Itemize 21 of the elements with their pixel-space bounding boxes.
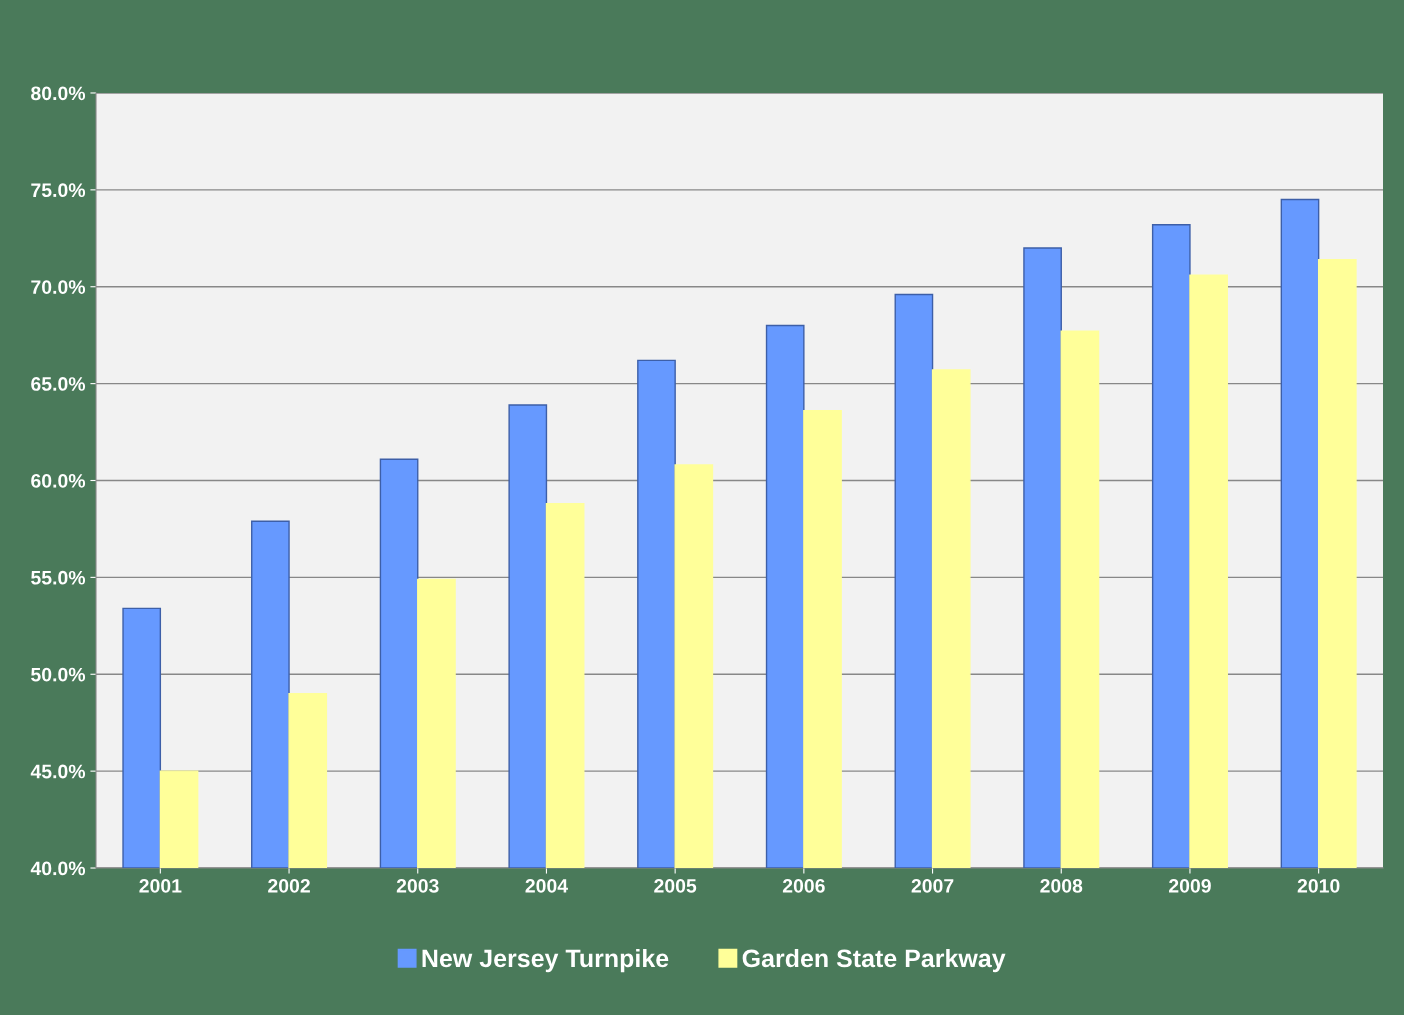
x-tick-label: 2008	[1040, 878, 1083, 893]
y-tick-label: 80.0%	[31, 86, 86, 101]
y-tick-label: 60.0%	[31, 473, 86, 488]
x-tick-label: 2001	[139, 878, 182, 893]
x-tick-label: 2009	[1169, 878, 1211, 893]
y-tick-label: 45.0%	[30, 764, 86, 779]
legend-label: New Jersey Turnpike	[422, 948, 669, 973]
y-tick-label: 70.0%	[31, 280, 86, 294]
x-tick-label: 2010	[1297, 878, 1340, 893]
y-tick-label: 55.0%	[31, 570, 86, 585]
y-tick-label: 40.0%	[30, 861, 86, 876]
x-tick-label: 2007	[911, 878, 954, 893]
legend-label: Garden State Parkway	[742, 948, 1006, 973]
y-tick-label: 75.0%	[31, 183, 86, 198]
x-tick-label: 2006	[782, 878, 825, 893]
x-tick-label: 2003	[396, 878, 439, 893]
x-tick-label: 2002	[268, 878, 310, 893]
x-tick-label: 2005	[654, 878, 697, 893]
y-tick-label: 65.0%	[31, 377, 86, 391]
x-tick-label: 2004	[525, 878, 568, 893]
y-tick-label: 50.0%	[31, 667, 86, 682]
